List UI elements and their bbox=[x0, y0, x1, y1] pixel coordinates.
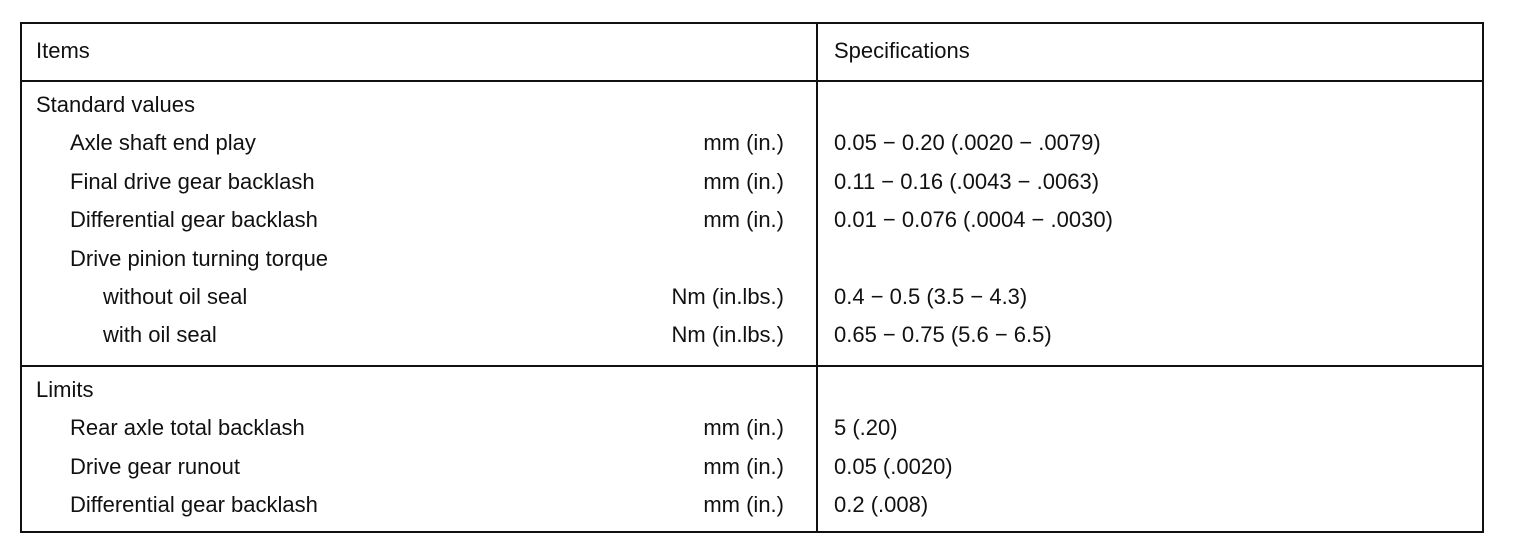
item-label: Drive gear runout bbox=[70, 453, 240, 479]
header-rule bbox=[20, 80, 1484, 82]
item-label: without oil seal bbox=[103, 284, 248, 309]
spec-value: 0.05 − 0.20 (.0020 − .0079) bbox=[834, 130, 1101, 156]
item-label: Rear axle total backlash bbox=[70, 415, 305, 441]
unit-label: Nm (in.lbs.) bbox=[671, 322, 784, 348]
section-title: Standard values bbox=[36, 92, 195, 117]
item-label: Drive pinion turning torque bbox=[70, 245, 329, 271]
unit-label: mm (in.) bbox=[703, 453, 784, 479]
item-label: Differential gear backlash bbox=[70, 207, 318, 233]
spec-value: 0.05 (.0020) bbox=[834, 453, 953, 479]
spec-value: 0.4 − 0.5 (3.5 − 4.3) bbox=[834, 284, 1028, 309]
section-title: Limits bbox=[36, 377, 94, 402]
header-specifications: Specifications bbox=[834, 38, 970, 63]
unit-label: mm (in.) bbox=[703, 168, 784, 194]
header-items: Items bbox=[36, 38, 90, 63]
column-rule bbox=[816, 22, 818, 531]
spec-value: 5 (.20) bbox=[834, 415, 898, 441]
unit-label: mm (in.) bbox=[703, 130, 784, 156]
unit-label: mm (in.) bbox=[703, 207, 784, 233]
item-label: Axle shaft end play bbox=[70, 130, 256, 156]
unit-label: Nm (in.lbs.) bbox=[671, 284, 784, 309]
table-border bbox=[20, 22, 1484, 533]
item-label: Final drive gear backlash bbox=[70, 168, 315, 194]
unit-label: mm (in.) bbox=[703, 415, 784, 441]
item-label: Differential gear backlash bbox=[70, 492, 318, 518]
spec-value: 0.11 − 0.16 (.0043 − .0063) bbox=[834, 168, 1100, 194]
spec-value: 0.01 − 0.076 (.0004 − .0030) bbox=[834, 207, 1113, 233]
unit-label: mm (in.) bbox=[703, 492, 784, 518]
section-rule bbox=[20, 365, 1484, 367]
spec-value: 0.65 − 0.75 (5.6 − 6.5) bbox=[834, 322, 1052, 348]
spec-value: 0.2 (.008) bbox=[834, 492, 929, 518]
item-label: with oil seal bbox=[103, 322, 217, 348]
